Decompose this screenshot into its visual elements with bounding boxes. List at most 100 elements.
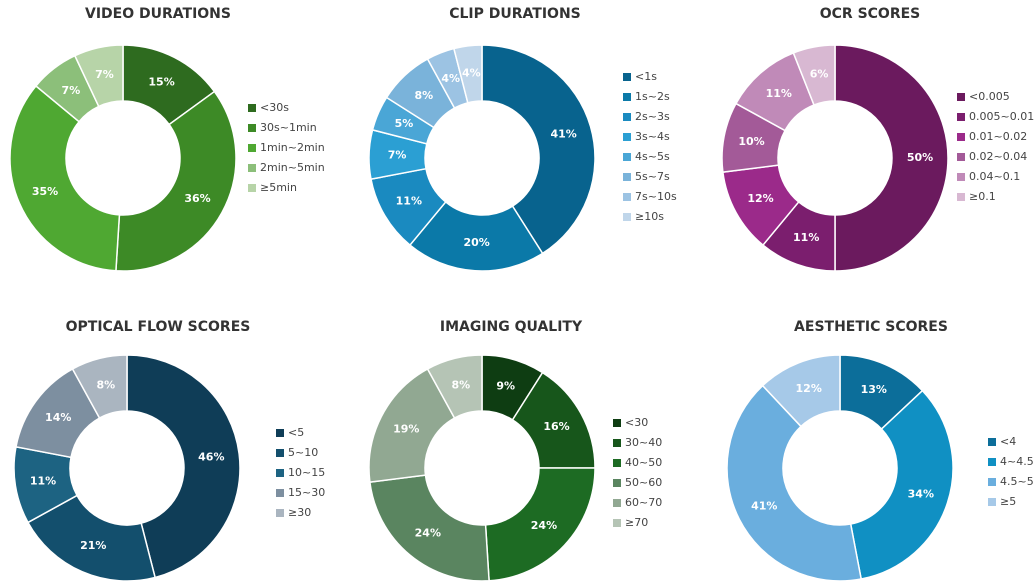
- slice-label: 12%: [747, 192, 773, 205]
- slice-label: 41%: [550, 127, 576, 140]
- legend-swatch: [957, 93, 965, 101]
- slice-label: 13%: [861, 383, 887, 396]
- legend-label: 50~60: [625, 476, 662, 489]
- legend-swatch: [988, 438, 996, 446]
- legend-swatch: [957, 173, 965, 181]
- donut-slice: [126, 354, 241, 579]
- legend-swatch: [613, 459, 621, 467]
- legend-label: 0.01~0.02: [969, 130, 1027, 143]
- legend-label: <1s: [635, 70, 657, 83]
- legend-swatch: [623, 173, 631, 181]
- slice-label: 14%: [45, 411, 71, 424]
- donut-slice: [9, 84, 121, 272]
- legend-swatch: [957, 153, 965, 161]
- slice-label: 11%: [396, 194, 422, 207]
- legend-swatch: [613, 479, 621, 487]
- legend-label: 30~40: [625, 436, 662, 449]
- slice-label: 7%: [95, 68, 114, 81]
- legend-swatch: [248, 164, 256, 172]
- slice-label: 11%: [30, 474, 56, 487]
- chart-title: VIDEO DURATIONS: [85, 6, 231, 22]
- legend-label: 0.005~0.01: [969, 110, 1034, 123]
- legend-swatch: [613, 499, 621, 507]
- legend-label: <30: [625, 416, 648, 429]
- legend-label: 40~50: [625, 456, 662, 469]
- slice-label: 4%: [462, 67, 481, 80]
- donut-slice: [792, 44, 836, 106]
- slice-label: 4%: [441, 72, 460, 85]
- legend-label: 15~30: [288, 486, 325, 499]
- donut-slice: [115, 90, 237, 272]
- legend-swatch: [623, 93, 631, 101]
- legend-label: 0.02~0.04: [969, 150, 1027, 163]
- slice-label: 12%: [796, 382, 822, 395]
- legend-swatch: [613, 419, 621, 427]
- legend-label: 3s~4s: [635, 130, 670, 143]
- legend-swatch: [623, 133, 631, 141]
- legend-label: 1s~2s: [635, 90, 670, 103]
- donut-slice: [761, 354, 841, 428]
- slice-label: 15%: [148, 75, 174, 88]
- legend-label: <4: [1000, 435, 1016, 448]
- legend-swatch: [276, 469, 284, 477]
- donut-slice: [369, 474, 490, 582]
- legend-label: 4~4.5: [1000, 455, 1034, 468]
- slice-label: 7%: [62, 84, 81, 97]
- slice-label: 9%: [496, 379, 515, 392]
- legend-swatch: [957, 193, 965, 201]
- slice-label: 35%: [32, 185, 58, 198]
- legend-swatch: [276, 429, 284, 437]
- legend-swatch: [613, 439, 621, 447]
- donut-slice: [484, 467, 596, 582]
- chart-title: AESTHETIC SCORES: [794, 319, 948, 335]
- legend-swatch: [248, 124, 256, 132]
- slice-label: 7%: [388, 148, 407, 161]
- legend-label: 7s~10s: [635, 190, 677, 203]
- chart-title: OCR SCORES: [820, 6, 921, 22]
- slice-label: 50%: [907, 151, 933, 164]
- legend-label: 60~70: [625, 496, 662, 509]
- legend-swatch: [248, 184, 256, 192]
- legend-swatch: [623, 73, 631, 81]
- slice-label: 6%: [810, 68, 829, 81]
- donut-slice: [834, 44, 949, 272]
- slice-label: 20%: [463, 236, 489, 249]
- slice-label: 8%: [97, 379, 116, 392]
- slice-label: 11%: [793, 231, 819, 244]
- donut-slice: [73, 44, 124, 108]
- legend-label: ≥10s: [635, 210, 664, 223]
- legend-swatch: [623, 193, 631, 201]
- legend-label: 4.5~5: [1000, 475, 1034, 488]
- slice-label: 8%: [414, 89, 433, 102]
- legend-swatch: [957, 133, 965, 141]
- legend-label: 2s~3s: [635, 110, 670, 123]
- slice-label: 11%: [766, 87, 792, 100]
- legend-swatch: [248, 104, 256, 112]
- donut-slice: [452, 44, 483, 104]
- chart-title: OPTICAL FLOW SCORES: [66, 319, 251, 335]
- legend-swatch: [988, 458, 996, 466]
- donut-slice: [26, 494, 157, 582]
- legend-swatch: [613, 519, 621, 527]
- slice-label: 24%: [415, 526, 441, 539]
- donut-slice: [849, 389, 954, 580]
- legend-swatch: [623, 213, 631, 221]
- slice-label: 10%: [738, 135, 764, 148]
- legend-label: 10~15: [288, 466, 325, 479]
- slice-label: 5%: [395, 117, 414, 130]
- legend-label: 4s~5s: [635, 150, 670, 163]
- slice-label: 16%: [543, 420, 569, 433]
- donut-slice: [71, 354, 128, 420]
- slice-label: 21%: [80, 539, 106, 552]
- legend-label: 5s~7s: [635, 170, 670, 183]
- chart-title: CLIP DURATIONS: [449, 6, 581, 22]
- slice-label: 34%: [908, 487, 934, 500]
- slice-label: 19%: [393, 422, 419, 435]
- donut-slice: [726, 384, 863, 582]
- donut-slice: [481, 44, 596, 255]
- legend-label: ≥70: [625, 516, 648, 529]
- legend-label: ≥5min: [260, 181, 297, 194]
- legend-label: ≥5: [1000, 495, 1016, 508]
- donut-slice: [368, 367, 456, 484]
